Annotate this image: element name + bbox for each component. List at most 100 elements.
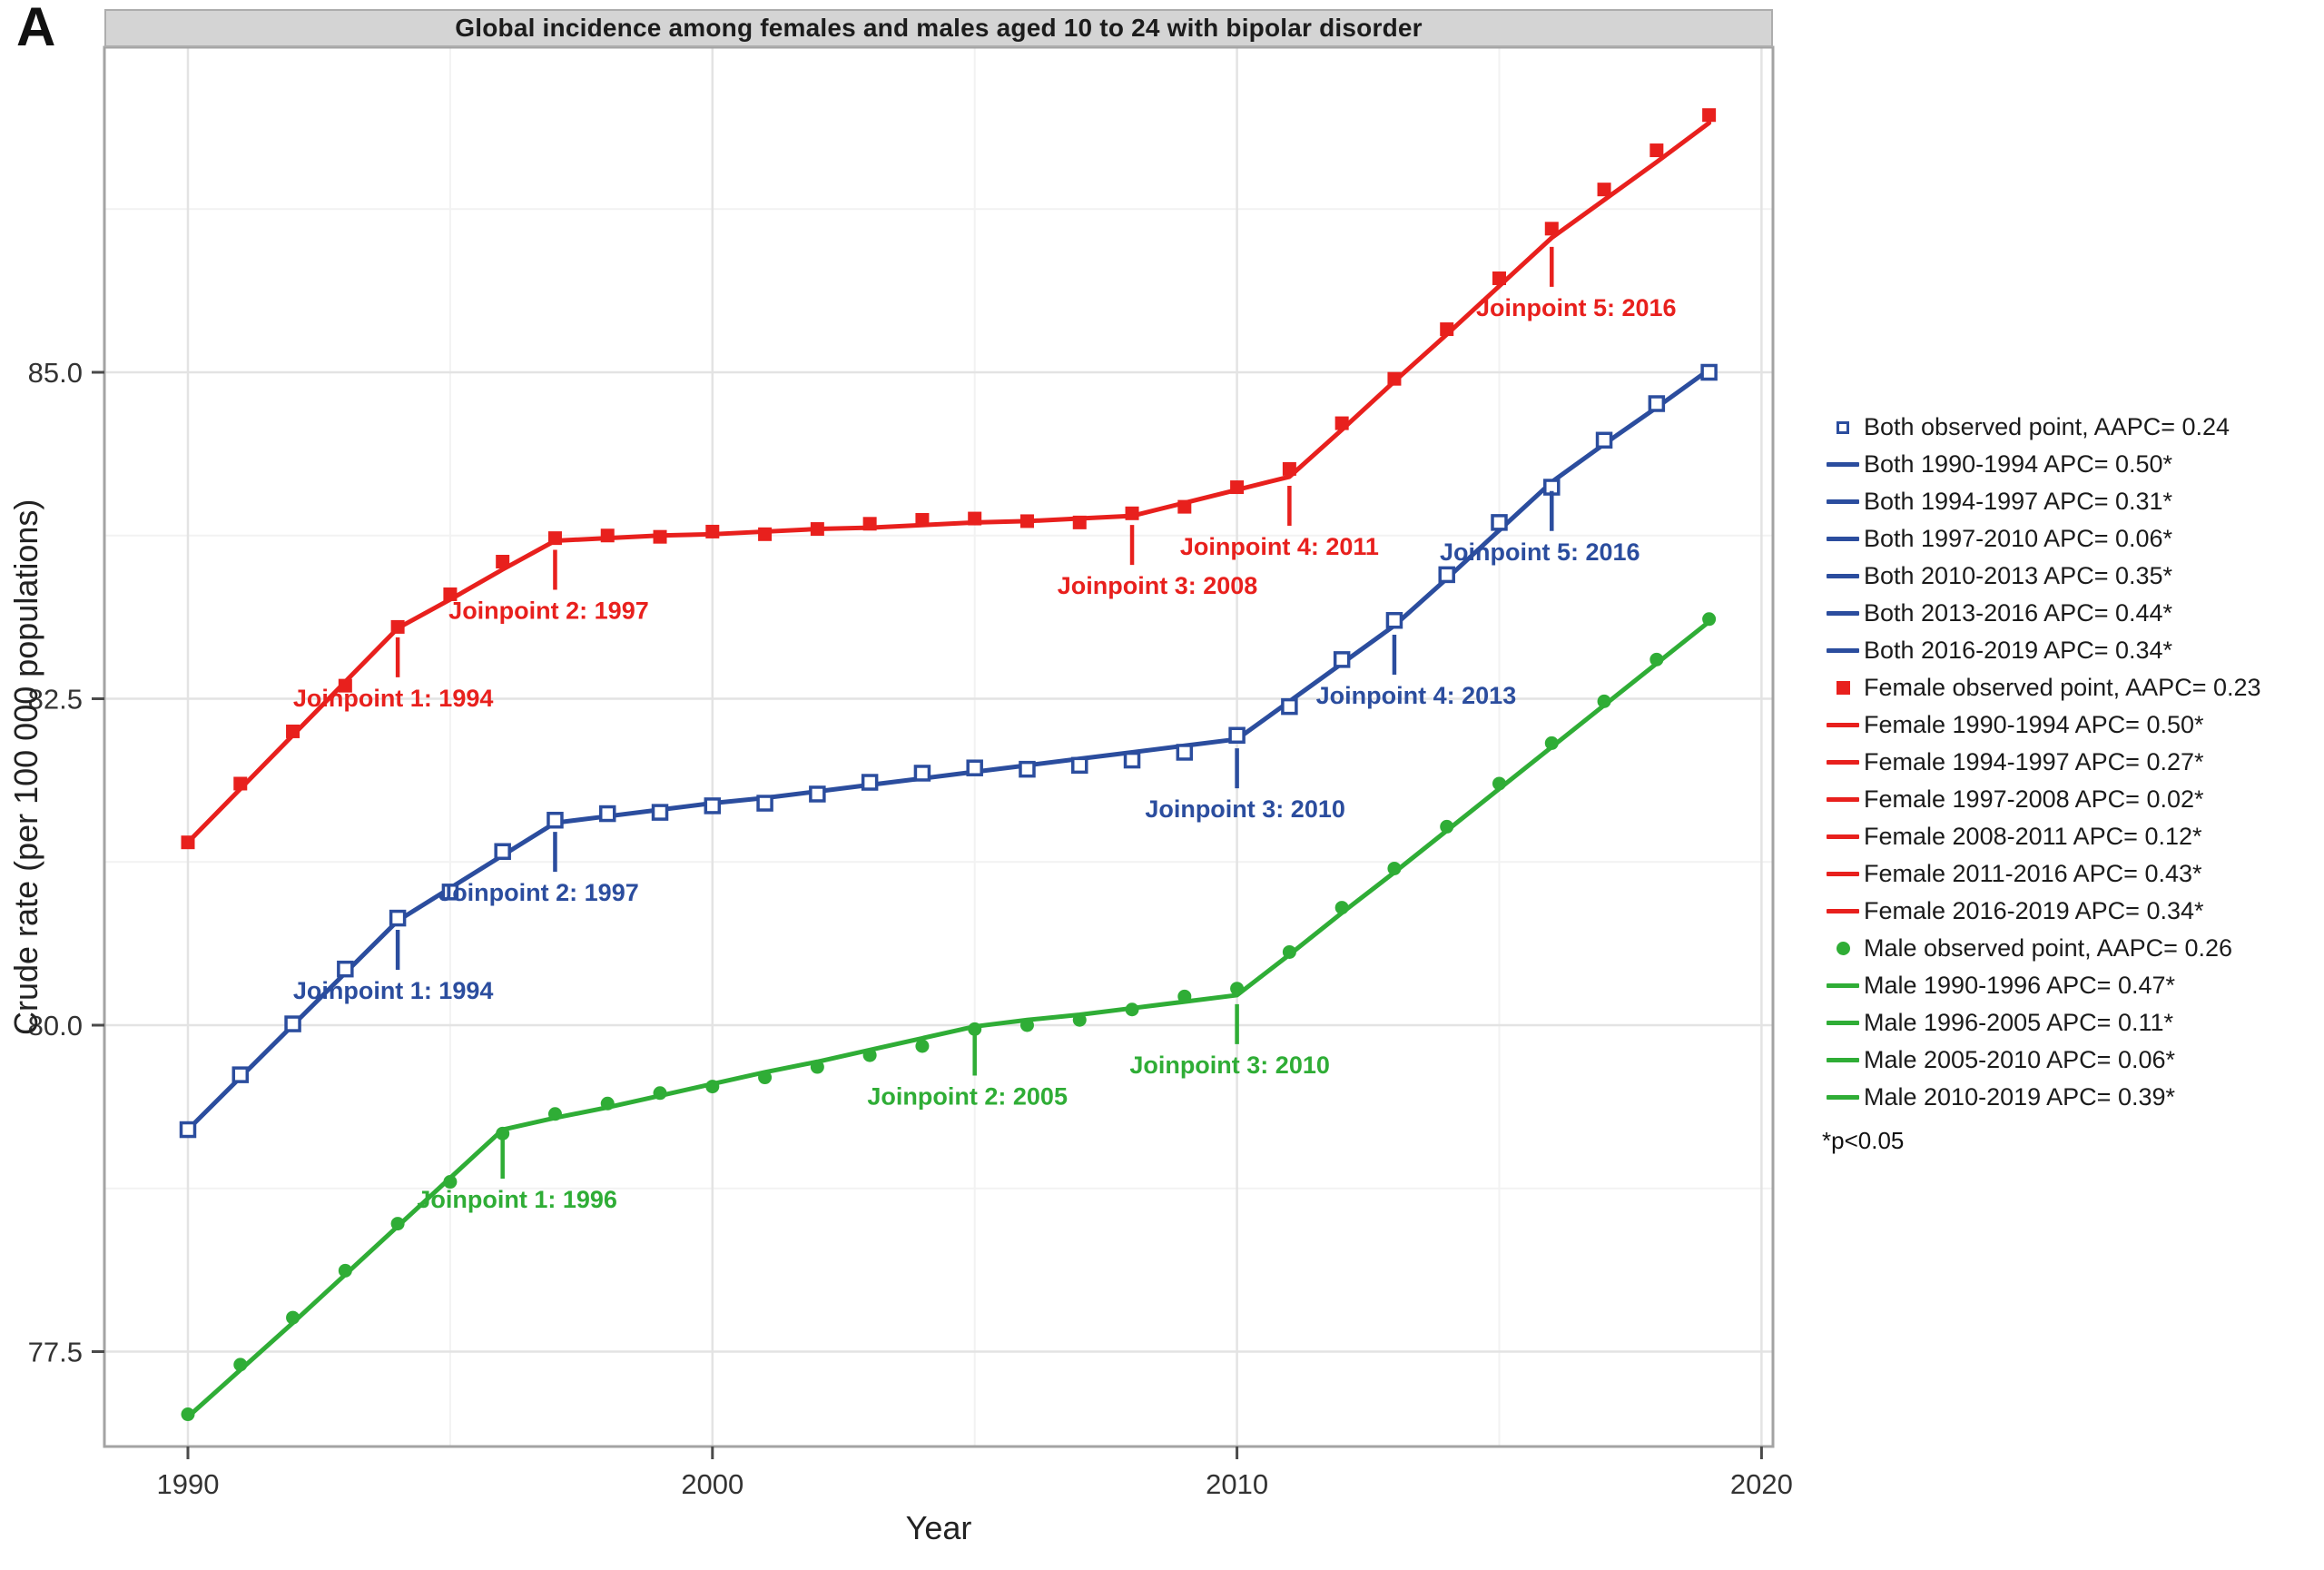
observed-point-male (758, 1071, 773, 1085)
observed-point-both (1648, 395, 1666, 412)
observed-point-female (1177, 499, 1192, 514)
observed-point-male (1282, 944, 1296, 959)
legend-row-female-12: Female 2011-2016 APC= 0.43* (1822, 855, 2317, 893)
observed-point-both (337, 960, 354, 978)
legend-line-key-icon (1822, 909, 1864, 913)
observed-point-male (810, 1060, 824, 1074)
y-axis-title: Crude rate (per 100 000 populations) (7, 499, 44, 1035)
legend-row-male-14: Male observed point, AAPC= 0.26 (1822, 930, 2317, 967)
observed-point-both (913, 765, 931, 782)
observed-point-both (1438, 566, 1455, 584)
legend-line-key-icon (1822, 723, 1864, 727)
legend-row-both-2: Both 1994-1997 APC= 0.31* (1822, 483, 2317, 520)
observed-point-male (915, 1039, 930, 1053)
joinpoint-label-male: Joinpoint 2: 2005 (867, 1082, 1068, 1110)
observed-point-male (862, 1048, 877, 1062)
legend-line-key-icon (1822, 1058, 1864, 1062)
observed-point-both (441, 884, 459, 901)
observed-point-female (1230, 480, 1245, 495)
observed-point-female (862, 517, 877, 531)
x-axis-title: Year (905, 1509, 972, 1546)
observed-point-female (758, 527, 773, 541)
observed-point-both (1491, 514, 1508, 531)
observed-point-female (233, 776, 248, 791)
legend-label: Female 2011-2016 APC= 0.43* (1864, 860, 2202, 887)
observed-point-female (1440, 322, 1454, 337)
x-tick-label: 2000 (681, 1468, 743, 1500)
observed-point-both (651, 804, 669, 821)
legend-label: Both 1994-1997 APC= 0.31* (1864, 488, 2173, 515)
observed-point-male (1492, 776, 1506, 791)
legend-label: Female observed point, AAPC= 0.23 (1864, 674, 2261, 701)
legend-row-both-6: Both 2016-2019 APC= 0.34* (1822, 632, 2317, 669)
legend-label: Both 2016-2019 APC= 0.34* (1864, 637, 2173, 664)
legend-line-key-icon (1822, 872, 1864, 876)
observed-point-male (705, 1080, 720, 1094)
legend-line-key-icon (1822, 462, 1864, 467)
legend-line-key-icon (1822, 1021, 1864, 1025)
legend-row-female-10: Female 1997-2008 APC= 0.02* (1822, 781, 2317, 818)
legend-line-key-icon (1822, 648, 1864, 653)
observed-point-female (1072, 515, 1087, 529)
observed-point-both (704, 797, 722, 815)
observed-point-female (1387, 371, 1402, 386)
legend-row-female-13: Female 2016-2019 APC= 0.34* (1822, 893, 2317, 930)
legend-row-female-9: Female 1994-1997 APC= 0.27* (1822, 744, 2317, 781)
chart-title-strip: Global incidence among females and males… (104, 9, 1773, 47)
y-tick-label: 80.0 (28, 1010, 83, 1042)
joinpoint-label-female: Joinpoint 5: 2016 (1476, 294, 1677, 321)
legend-line-key-icon (1822, 499, 1864, 504)
legend-label: Both 1990-1994 APC= 0.50* (1864, 450, 2173, 478)
y-tick-label: 82.5 (28, 684, 83, 716)
y-tick-label: 85.0 (28, 357, 83, 389)
joinpoint-label-both: Joinpoint 3: 2010 (1145, 795, 1345, 823)
observed-point-female (1702, 108, 1717, 123)
joinpoint-label-female: Joinpoint 3: 2008 (1058, 572, 1258, 599)
legend-row-male-17: Male 2005-2010 APC= 0.06* (1822, 1042, 2317, 1079)
observed-point-both (547, 811, 564, 829)
observed-point-male (1544, 736, 1559, 750)
legend-row-female-8: Female 1990-1994 APC= 0.50* (1822, 706, 2317, 744)
observed-point-female (181, 835, 195, 850)
observed-point-female (496, 555, 510, 569)
legend-label: Both 1997-2010 APC= 0.06* (1864, 525, 2173, 552)
observed-point-both (861, 774, 879, 791)
legend-label: Female 1990-1994 APC= 0.50* (1864, 711, 2204, 738)
legend-line-key-icon (1822, 611, 1864, 616)
legend-row-male-16: Male 1996-2005 APC= 0.11* (1822, 1004, 2317, 1042)
joinpoint-label-male: Joinpoint 1: 1996 (417, 1186, 617, 1213)
observed-point-male (1019, 1018, 1034, 1032)
observed-point-male (1387, 861, 1402, 875)
legend-footnote: *p<0.05 (1822, 1127, 1905, 1154)
legend-line-key-icon (1822, 1095, 1864, 1100)
observed-point-male (547, 1107, 562, 1121)
observed-point-both (1176, 744, 1194, 761)
y-tick-label: 77.5 (28, 1337, 83, 1368)
observed-point-both (1019, 760, 1036, 778)
legend-line-key-icon (1822, 983, 1864, 988)
observed-point-male (1597, 694, 1611, 708)
joinpoint-label-male: Joinpoint 3: 2010 (1129, 1052, 1330, 1079)
joinpoint-label-both: Joinpoint 1: 1994 (293, 977, 494, 1004)
joinpoint-label-both: Joinpoint 5: 2016 (1440, 538, 1640, 566)
observed-point-female (443, 587, 458, 601)
observed-point-female (810, 522, 824, 537)
legend-label: Male 1996-2005 APC= 0.11* (1864, 1009, 2173, 1036)
observed-point-both (1123, 751, 1141, 769)
observed-point-male (496, 1126, 510, 1140)
panel-label: A (16, 0, 56, 57)
legend-label: Female 1997-2008 APC= 0.02* (1864, 785, 2204, 813)
legend-line-key-icon (1822, 797, 1864, 802)
observed-point-both (389, 909, 407, 927)
legend-line-key-icon (1822, 574, 1864, 578)
observed-point-both (1071, 756, 1088, 775)
observed-point-male (233, 1358, 248, 1372)
legend-square-open-marker-icon (1822, 420, 1864, 434)
legend-row-both-4: Both 2010-2013 APC= 0.35* (1822, 558, 2317, 595)
observed-point-female (1282, 461, 1296, 476)
observed-point-female (1597, 183, 1611, 197)
observed-point-male (390, 1217, 405, 1231)
legend: Both observed point, AAPC= 0.24 Both 1990… (1822, 409, 2317, 1155)
observed-point-male (1072, 1012, 1087, 1027)
